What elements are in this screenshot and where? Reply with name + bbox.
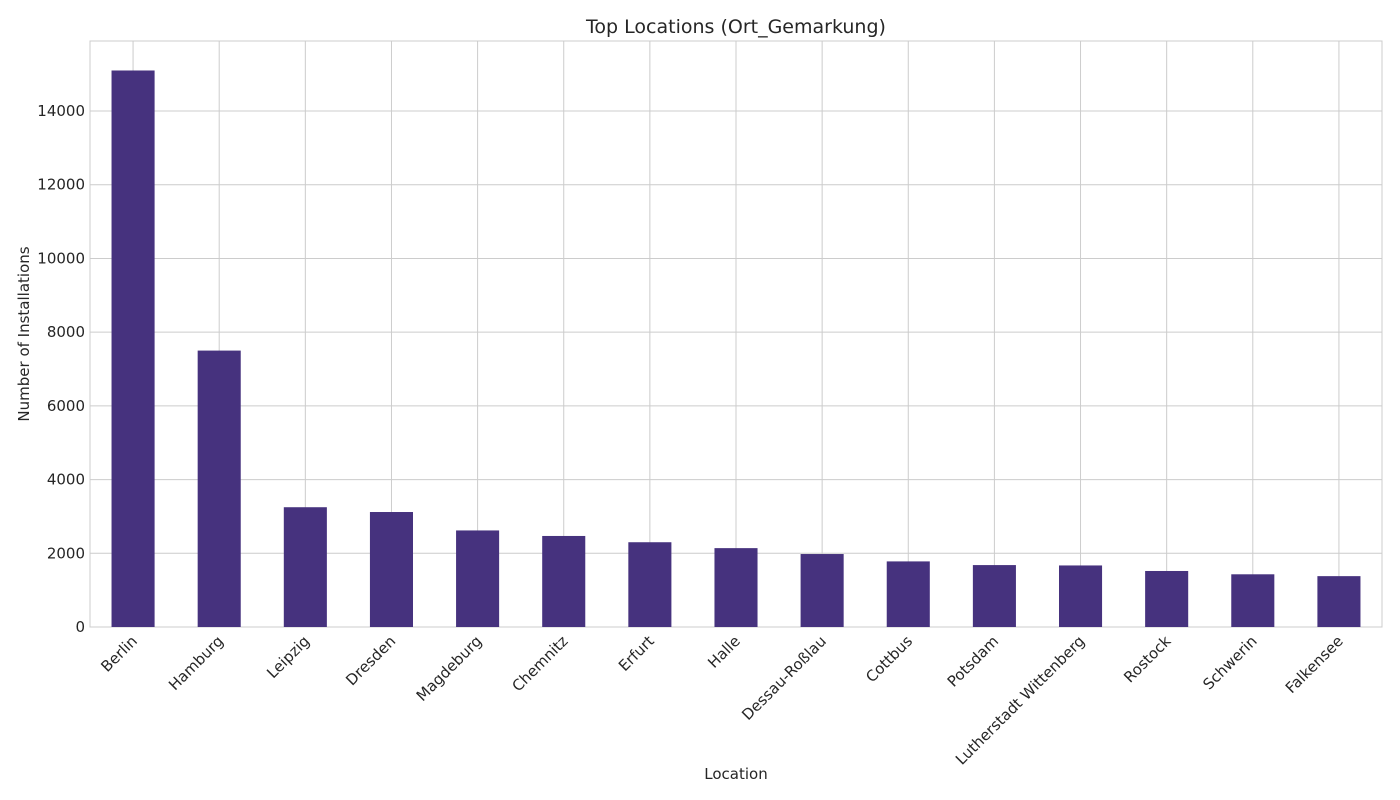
x-tick-label: Halle (704, 632, 744, 672)
y-axis-ticks: 0 2000 4000 6000 8000 10000 12000 14000 (37, 102, 85, 636)
bar (197, 350, 241, 627)
x-tick-label: Magdeburg (413, 632, 486, 705)
y-axis-label: Number of Installations (15, 246, 33, 421)
x-axis-label: Location (704, 765, 767, 783)
bar (628, 542, 672, 627)
y-tick-label: 14000 (37, 102, 85, 120)
x-tick-label: Potsdam (944, 632, 1002, 690)
y-tick-label: 6000 (47, 397, 85, 415)
bar (542, 535, 586, 627)
x-tick-label: Rostock (1120, 632, 1174, 686)
x-tick-label: Falkensee (1282, 632, 1347, 697)
x-axis-ticks: Berlin Hamburg Leipzig Dresden Magdeburg Chem… (97, 632, 1346, 769)
bar (800, 554, 844, 627)
x-tick-label: Cottbus (862, 632, 916, 686)
bar (886, 561, 930, 627)
bar (283, 507, 327, 627)
bar (714, 548, 758, 627)
x-tick-label: Chemnitz (508, 632, 571, 695)
y-tick-label: 2000 (47, 544, 85, 562)
bar (1145, 570, 1189, 627)
x-tick-label: Dessau-Roßlau (738, 632, 830, 724)
x-tick-label: Dresden (342, 632, 399, 689)
bar (111, 70, 155, 628)
chart-title: Top Locations (Ort_Gemarkung) (585, 16, 886, 38)
x-tick-label: Hamburg (165, 632, 227, 694)
x-tick-label: Schwerin (1199, 632, 1260, 693)
x-tick-label: Berlin (97, 632, 141, 676)
y-tick-label: 10000 (37, 249, 85, 267)
bar (1317, 576, 1361, 627)
bar (1231, 574, 1275, 627)
bar (972, 565, 1016, 627)
bar (1059, 565, 1103, 627)
grid-lines (90, 41, 1382, 628)
y-tick-label: 12000 (37, 176, 85, 194)
y-tick-label: 4000 (47, 471, 85, 489)
y-tick-label: 0 (75, 618, 85, 636)
x-tick-label: Leipzig (263, 632, 313, 682)
bars (111, 70, 1361, 628)
bar (456, 530, 500, 627)
x-tick-label: Erfurt (615, 632, 658, 675)
y-tick-label: 8000 (47, 323, 85, 341)
bar (369, 512, 413, 627)
